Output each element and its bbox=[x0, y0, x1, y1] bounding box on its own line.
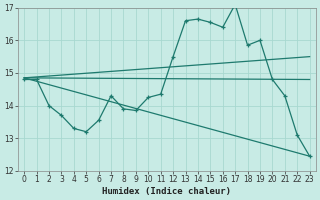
X-axis label: Humidex (Indice chaleur): Humidex (Indice chaleur) bbox=[102, 187, 231, 196]
